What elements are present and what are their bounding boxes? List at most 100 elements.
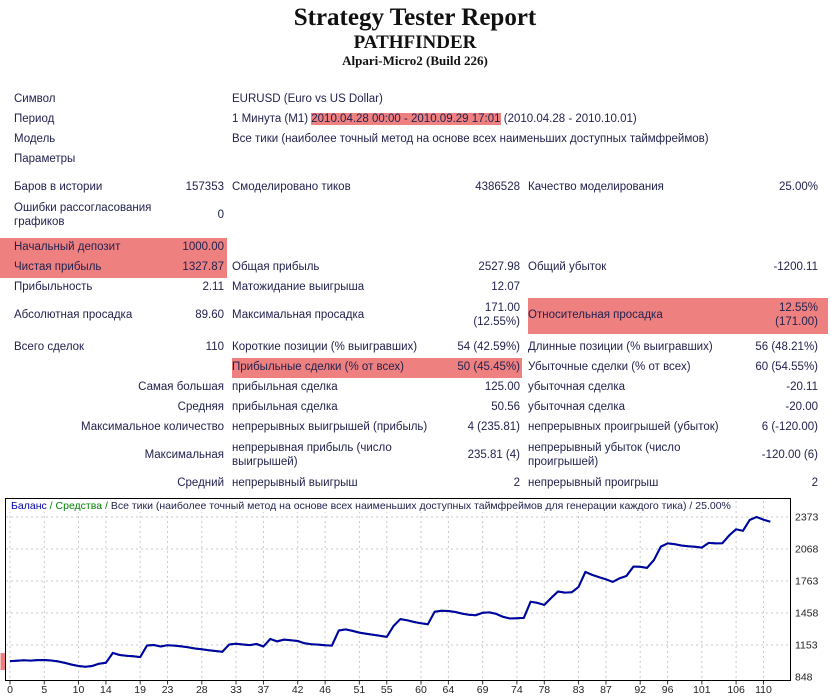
- stat-label: непрерывный выигрыш: [232, 477, 358, 490]
- x-axis-tick-label: 96: [662, 684, 674, 696]
- symbol-label: Символ: [14, 93, 56, 106]
- y-axis-tick-label: 848: [795, 672, 813, 684]
- stat-value: 110: [205, 341, 224, 354]
- stat-value: 60 (54.55%): [755, 361, 818, 374]
- stat-label: Максимальная просадка: [232, 309, 365, 322]
- x-axis-tick-label: 55: [381, 684, 393, 696]
- symbol-value-cell: EURUSD (Euro vs US Dollar): [232, 90, 828, 110]
- info-row-model: Модель Все тики (наиболее точный метод н…: [0, 130, 830, 150]
- stats-row: Абсолютная просадка 89.60 Максимальная про…: [0, 298, 830, 334]
- stats-row: Прибыльные сделки (% от всех) 50 (45.45%)…: [0, 358, 830, 378]
- y-axis-tick-label: 1458: [795, 608, 819, 620]
- y-axis-tick-label: 2068: [795, 544, 819, 556]
- stat-label: непрерывный проигрыш: [528, 477, 659, 490]
- model-label-cell: Модель: [0, 130, 227, 150]
- model-label: Модель: [14, 133, 56, 146]
- legend-balance: Баланс: [11, 500, 47, 512]
- stats-cell-b: Прибыльные сделки (% от всех) 50 (45.45%): [232, 358, 522, 378]
- stat-label: Смоделировано тиков: [232, 181, 351, 194]
- stat-value: 125.00: [484, 381, 520, 394]
- stat-label: Абсолютная просадка: [14, 309, 133, 322]
- x-axis-tick-label: 23: [162, 684, 174, 696]
- stats-cell-b: Матожидание выигрыша 12.07: [232, 278, 522, 298]
- stats-cell-a: Средний: [0, 474, 227, 494]
- legend-separator: /: [46, 500, 56, 512]
- info-row-params: Параметры: [0, 150, 830, 170]
- stats-cell-a: Чистая прибыль 1327.87: [0, 258, 227, 278]
- stats-row: Всего сделок 110 Короткие позиции (% выигр…: [0, 338, 830, 358]
- stats-row: Начальный депозит 1000.00: [0, 238, 830, 258]
- stat-label: Убыточные сделки (% от всех): [528, 361, 691, 374]
- period-label: Период: [14, 113, 55, 126]
- stats-cell-a: Максимальное количество: [0, 418, 227, 438]
- stat-value: Самая большая: [138, 381, 224, 394]
- stat-label: убыточная сделка: [528, 381, 626, 394]
- stat-value: 1327.87: [182, 261, 224, 274]
- stats-row: Максимальная непрерывная прибыль (число в…: [0, 438, 830, 474]
- symbol-label-cell: Символ: [0, 90, 227, 110]
- x-axis-tick-label: 92: [634, 684, 646, 696]
- stats-row: Прибыльность 2.11 Матожидание выигрыша 12.0…: [0, 278, 830, 298]
- account-build: Alpari-Micro2 (Build 226): [342, 53, 488, 69]
- stat-value: 6 (-120.00): [761, 421, 818, 434]
- stat-value: Средняя: [177, 401, 224, 414]
- x-axis-tick-label: 64: [443, 684, 455, 696]
- legend-model: Все тики (наиболее точный метод на основ…: [110, 500, 687, 512]
- stat-value: 4 (235.81): [467, 421, 520, 434]
- x-axis-tick-label: 5: [41, 684, 47, 696]
- stats-row: Самая большая прибыльная сделка 125.00 убыт…: [0, 378, 830, 398]
- info-table: Символ EURUSD (Euro vs US Dollar) Период…: [0, 90, 830, 170]
- chart-legend: Баланс / Средства / Все тики (наиболее т…: [8, 500, 734, 512]
- stat-label: Качество моделирования: [528, 181, 664, 194]
- stat-label: прибыльная сделка: [232, 381, 338, 394]
- stats-row: Баров в истории 157353 Смоделировано тиков…: [0, 178, 830, 198]
- stats-cell-c: непрерывный убыток (число проигрышей) -12…: [528, 438, 828, 474]
- stats-cell-c: убыточная сделка -20.11: [528, 378, 828, 398]
- equity-line: [9, 515, 771, 668]
- stats-cell-c: Длинные позиции (% выигравших) 56 (48.21%…: [528, 338, 828, 358]
- stat-label: Начальный депозит: [14, 241, 121, 254]
- stat-value: 235.81 (4): [467, 449, 520, 462]
- stats-cell-b: [232, 198, 522, 234]
- plot-border: [5, 498, 791, 681]
- period-suffix: (2010.04.28 - 2010.10.01): [500, 113, 637, 126]
- stat-label: Матожидание выигрыша: [232, 281, 365, 294]
- stats-cell-a: Максимальная: [0, 438, 227, 474]
- stats-cell-c: Убыточные сделки (% от всех) 60 (54.55%): [528, 358, 828, 378]
- stats-row: Средняя прибыльная сделка 50.56 убыточная с…: [0, 398, 830, 418]
- x-axis-tick-label: 0: [7, 684, 13, 696]
- stat-value: 0: [217, 209, 224, 222]
- x-axis-tick-label: 106: [727, 684, 745, 696]
- stats-row: Средний непрерывный выигрыш 2 непрерывный п…: [0, 474, 830, 494]
- stats-cell-c: [528, 278, 828, 298]
- stat-value: Средний: [177, 477, 224, 490]
- info-row-period: Период 1 Минута (M1) 2010.04.28 00:00 - …: [0, 110, 830, 130]
- x-axis-tick-label: 83: [573, 684, 585, 696]
- x-axis-tick-label: 69: [477, 684, 489, 696]
- stats-cell-b: Смоделировано тиков 4386528: [232, 178, 522, 198]
- stats-cell-a: [0, 358, 227, 378]
- stats-cell-b: непрерывных выигрышей (прибыль) 4 (235.81…: [232, 418, 522, 438]
- stats-cell-a: Абсолютная просадка 89.60: [0, 298, 227, 334]
- stat-value: 2527.98: [478, 261, 520, 274]
- stats-cell-b: Короткие позиции (% выигравших) 54 (42.59…: [232, 338, 522, 358]
- stats-cell-c: Относительная просадка 12.55% (171.00): [528, 298, 828, 334]
- stat-label: Баров в истории: [14, 181, 103, 194]
- stat-label: убыточная сделка: [528, 401, 626, 414]
- y-axis-tick-label: 1153: [795, 640, 818, 652]
- stats-row: Чистая прибыль 1327.87 Общая прибыль 2527.9…: [0, 258, 830, 278]
- x-axis-tick-label: 19: [134, 684, 146, 696]
- stat-value: -120.00 (6): [761, 449, 818, 462]
- x-axis-tick-label: 42: [292, 684, 304, 696]
- x-axis-tick-label: 51: [354, 684, 366, 696]
- stat-value: 2.11: [202, 281, 224, 294]
- stat-value: -1200.11: [773, 261, 818, 274]
- start-level-marker: [0, 653, 5, 671]
- stat-value: Максимальное количество: [81, 421, 224, 434]
- y-axis-tick-label: 2373: [795, 512, 819, 524]
- stats-cell-a: Всего сделок 110: [0, 338, 227, 358]
- stats-cell-b: непрерывный выигрыш 2: [232, 474, 522, 494]
- stat-label: непрерывный убыток (число проигрышей): [528, 442, 681, 468]
- balance-chart: 0 5 10 14 19 23 28 33 37 42 46 51 55 60 64 69 74 78 83 87 92…: [0, 497, 830, 697]
